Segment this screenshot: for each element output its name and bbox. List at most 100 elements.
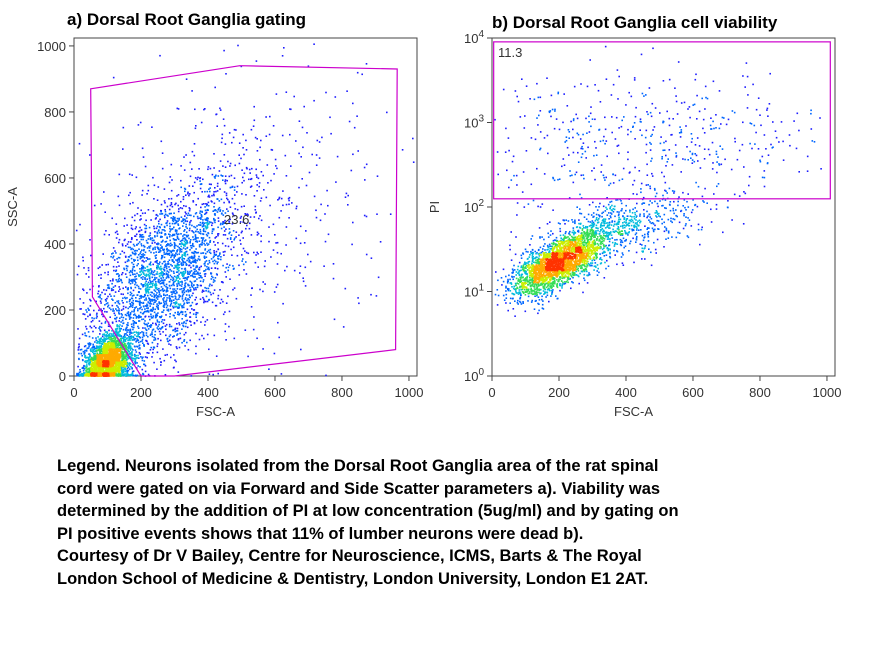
data-point (116, 258, 118, 260)
data-point (243, 172, 246, 175)
data-point (156, 231, 158, 234)
data-point (136, 249, 138, 252)
data-point (231, 186, 233, 188)
data-point (175, 279, 177, 281)
data-point (172, 279, 174, 282)
data-point (129, 298, 132, 301)
data-point (162, 290, 165, 292)
data-point (211, 201, 213, 203)
data-point (165, 314, 167, 316)
data-point (190, 262, 192, 264)
data-point (89, 154, 91, 156)
data-point (122, 344, 125, 347)
data-point (188, 273, 191, 276)
data-point (248, 168, 251, 171)
data-point (220, 281, 223, 283)
data-point (171, 179, 173, 181)
data-point (115, 273, 118, 275)
data-point (127, 246, 130, 249)
data-point (205, 300, 207, 303)
data-point (190, 247, 193, 249)
data-point (100, 349, 102, 351)
data-point (160, 140, 163, 143)
data-point (326, 189, 328, 192)
data-point (206, 242, 208, 245)
data-point (79, 298, 81, 300)
data-point (116, 358, 118, 360)
data-point (117, 348, 120, 351)
data-point (82, 259, 84, 262)
data-point (151, 242, 154, 244)
data-point (213, 255, 215, 257)
data-point (145, 289, 148, 292)
data-point (78, 345, 80, 348)
data-point (187, 271, 189, 274)
data-point (246, 213, 249, 215)
data-point (112, 286, 115, 288)
data-point (117, 360, 119, 362)
data-point (156, 351, 159, 354)
data-point (129, 362, 132, 365)
data-point (195, 296, 197, 299)
data-point (192, 236, 194, 238)
data-point (203, 273, 206, 275)
data-point (226, 179, 228, 182)
data-point (127, 313, 130, 316)
data-point (127, 357, 129, 359)
data-point (126, 348, 128, 351)
data-point (186, 308, 189, 311)
data-point (85, 309, 87, 311)
data-point (95, 367, 97, 369)
data-point (131, 354, 133, 357)
data-point (222, 251, 225, 253)
data-point (152, 303, 155, 305)
data-point (127, 337, 129, 339)
data-point (136, 315, 138, 318)
data-point (165, 248, 168, 251)
data-point (245, 261, 247, 263)
data-point (144, 370, 147, 373)
data-point (189, 175, 192, 178)
data-point (251, 287, 253, 289)
data-point (177, 238, 180, 241)
data-point (200, 121, 203, 124)
data-point (160, 235, 162, 238)
data-point (146, 310, 149, 313)
data-point (178, 346, 181, 349)
data-point (167, 275, 169, 277)
data-point (100, 344, 103, 347)
data-point (86, 311, 88, 313)
data-point (220, 198, 223, 201)
data-point (167, 249, 169, 251)
data-point (87, 347, 90, 349)
data-point (131, 343, 134, 345)
data-point (222, 222, 224, 224)
data-point (177, 311, 179, 313)
data-point (239, 217, 242, 219)
data-point (114, 328, 117, 330)
data-point (88, 276, 90, 278)
data-point (171, 260, 174, 262)
data-point (224, 271, 227, 273)
data-point (199, 180, 201, 182)
data-point (207, 201, 210, 204)
data-point (143, 311, 145, 314)
data-point (126, 367, 129, 370)
data-point (132, 289, 135, 292)
data-point (123, 357, 125, 359)
data-point (144, 365, 147, 367)
data-point (156, 345, 159, 348)
data-point (224, 311, 226, 313)
data-point (93, 362, 96, 364)
data-point (280, 373, 283, 375)
data-point (124, 273, 127, 275)
data-point (161, 240, 164, 243)
data-point (108, 329, 110, 332)
data-point (233, 214, 236, 217)
data-point (91, 317, 93, 319)
data-point (150, 308, 152, 311)
data-point (209, 190, 211, 193)
data-point (177, 264, 179, 267)
data-point (143, 299, 146, 301)
data-point (133, 314, 135, 316)
